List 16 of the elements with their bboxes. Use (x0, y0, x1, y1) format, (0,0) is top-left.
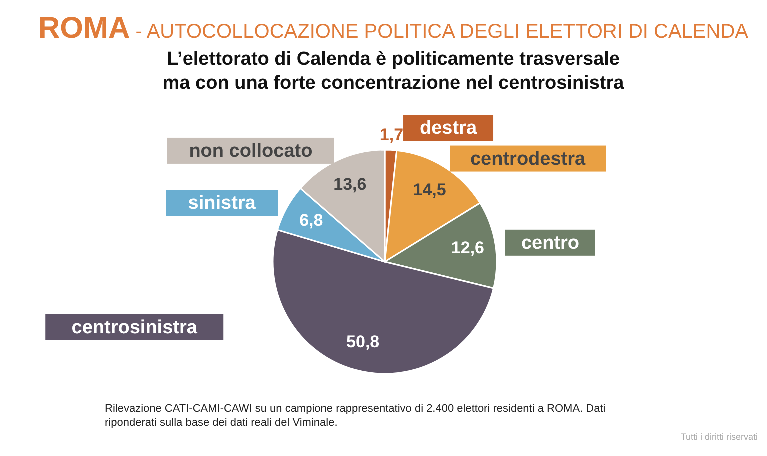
chart-subtitle: L’elettorato di Calenda è politicamente trasversale ma con una forte concentrazione nel centrosinistra (162, 49, 625, 94)
slice-label: centro (521, 232, 580, 254)
data-label: 12,6 (451, 238, 485, 258)
text: Tutti i diritti riservati (680, 432, 758, 442)
text: Rilevazione CATI-CAMI-CAWI su un campione rappresentativo di 2.400 elettori residenti a ROMA. Dati riponderati sulla base dei dati reali del Viminale. (105, 403, 606, 429)
data-label: 13,6 (334, 175, 367, 194)
slice-label: centrosinistra (72, 318, 198, 339)
chart-title: ROMA - AUTOCOLLOCAZIONE POLITICA DEGLI ELETTORI DI CALENDA (38, 12, 750, 45)
slice-label: non collocato (189, 140, 313, 162)
data-label: 14,5 (413, 180, 446, 200)
slice-label: sinistra (188, 193, 256, 214)
data-label: 1,7 (380, 126, 404, 145)
data-label: 50,8 (346, 332, 380, 352)
slice-label: destra (420, 118, 478, 140)
data-label: 6,8 (300, 211, 324, 230)
slice-label: centrodestra (470, 148, 586, 170)
